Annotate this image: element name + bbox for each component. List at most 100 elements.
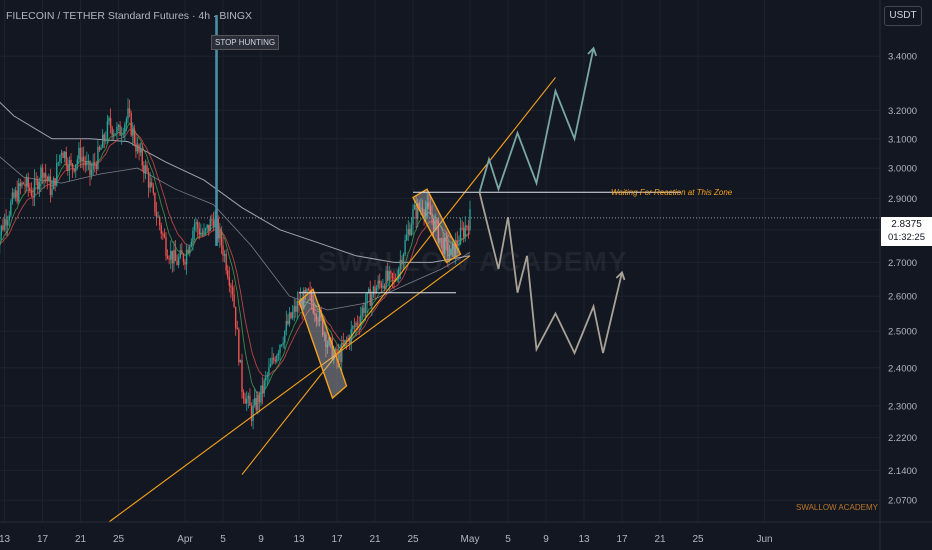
candle[interactable]	[82, 146, 85, 171]
candle[interactable]	[301, 291, 303, 320]
candle[interactable]	[119, 120, 121, 136]
candle[interactable]	[369, 280, 371, 307]
candle[interactable]	[339, 344, 341, 366]
candle[interactable]	[299, 287, 302, 306]
candle[interactable]	[25, 173, 28, 192]
candle[interactable]	[152, 182, 155, 196]
candle[interactable]	[285, 310, 288, 336]
candle[interactable]	[81, 147, 83, 169]
candle[interactable]	[212, 211, 215, 232]
candle[interactable]	[317, 317, 319, 326]
candle[interactable]	[33, 169, 36, 207]
candle[interactable]	[125, 116, 128, 132]
candle[interactable]	[168, 255, 170, 265]
candle[interactable]	[155, 201, 158, 226]
candle[interactable]	[165, 232, 167, 261]
candle[interactable]	[455, 232, 457, 265]
candle[interactable]	[466, 224, 468, 231]
candle[interactable]	[236, 320, 238, 330]
candle[interactable]	[353, 317, 356, 332]
candle[interactable]	[78, 142, 80, 164]
candle[interactable]	[230, 282, 232, 298]
candle[interactable]	[24, 176, 26, 194]
candle[interactable]	[14, 186, 17, 202]
candle[interactable]	[388, 266, 390, 292]
candle[interactable]	[160, 222, 162, 240]
candle[interactable]	[325, 332, 327, 358]
candle[interactable]	[18, 178, 20, 205]
candle[interactable]	[462, 222, 465, 243]
candle[interactable]	[203, 223, 205, 237]
candle[interactable]	[190, 238, 193, 248]
candle[interactable]	[432, 217, 435, 236]
candle[interactable]	[176, 254, 178, 266]
currency-button[interactable]: USDT	[884, 6, 922, 26]
candle[interactable]	[3, 213, 6, 232]
candle[interactable]	[255, 390, 257, 414]
candle[interactable]	[246, 391, 248, 412]
candle[interactable]	[374, 279, 376, 300]
candle[interactable]	[386, 262, 389, 284]
candle[interactable]	[453, 243, 455, 259]
candle[interactable]	[173, 240, 175, 272]
candle[interactable]	[282, 336, 284, 349]
bullish-projection[interactable]	[478, 48, 595, 193]
candles[interactable]	[0, 98, 471, 430]
candle[interactable]	[443, 233, 446, 262]
candle[interactable]	[442, 231, 444, 257]
candle[interactable]	[410, 217, 413, 237]
candle[interactable]	[437, 218, 440, 245]
candle[interactable]	[114, 133, 117, 135]
candle[interactable]	[146, 161, 148, 173]
candle[interactable]	[211, 214, 213, 227]
candle[interactable]	[49, 168, 52, 203]
candle[interactable]	[43, 172, 45, 189]
candle[interactable]	[100, 144, 102, 151]
candle[interactable]	[201, 228, 204, 237]
candle[interactable]	[227, 264, 229, 280]
candle[interactable]	[385, 265, 387, 291]
candle[interactable]	[35, 172, 37, 186]
candle[interactable]	[163, 228, 166, 239]
candle[interactable]	[124, 122, 126, 142]
candle[interactable]	[244, 393, 246, 404]
candle[interactable]	[390, 269, 392, 281]
candle[interactable]	[360, 306, 362, 330]
candle[interactable]	[86, 151, 88, 172]
candle[interactable]	[120, 126, 123, 145]
candle[interactable]	[434, 213, 436, 232]
candle[interactable]	[372, 285, 375, 298]
candle[interactable]	[185, 244, 188, 275]
candle[interactable]	[303, 287, 305, 310]
candle[interactable]	[57, 161, 60, 167]
candle[interactable]	[59, 154, 61, 167]
candle[interactable]	[187, 245, 189, 254]
candle[interactable]	[247, 392, 250, 409]
candle[interactable]	[198, 221, 200, 240]
candle[interactable]	[279, 344, 281, 361]
analysis-drawings[interactable]	[0, 14, 880, 523]
candle[interactable]	[51, 179, 53, 198]
candle[interactable]	[290, 311, 292, 320]
candle[interactable]	[2, 218, 4, 232]
candle[interactable]	[127, 98, 129, 124]
candle[interactable]	[37, 175, 39, 194]
candle[interactable]	[383, 283, 386, 292]
candle[interactable]	[345, 336, 348, 350]
candle[interactable]	[451, 241, 454, 258]
candle[interactable]	[103, 132, 105, 149]
candle[interactable]	[22, 181, 25, 185]
candle[interactable]	[174, 240, 177, 262]
candle[interactable]	[366, 291, 368, 313]
candle[interactable]	[288, 306, 291, 327]
candle[interactable]	[219, 223, 221, 248]
candle[interactable]	[242, 389, 245, 404]
candle[interactable]	[128, 99, 131, 118]
candle[interactable]	[342, 332, 345, 347]
candle[interactable]	[377, 275, 379, 291]
candle[interactable]	[200, 223, 202, 236]
candle[interactable]	[315, 312, 318, 328]
candle[interactable]	[144, 159, 147, 180]
candle[interactable]	[265, 370, 267, 390]
